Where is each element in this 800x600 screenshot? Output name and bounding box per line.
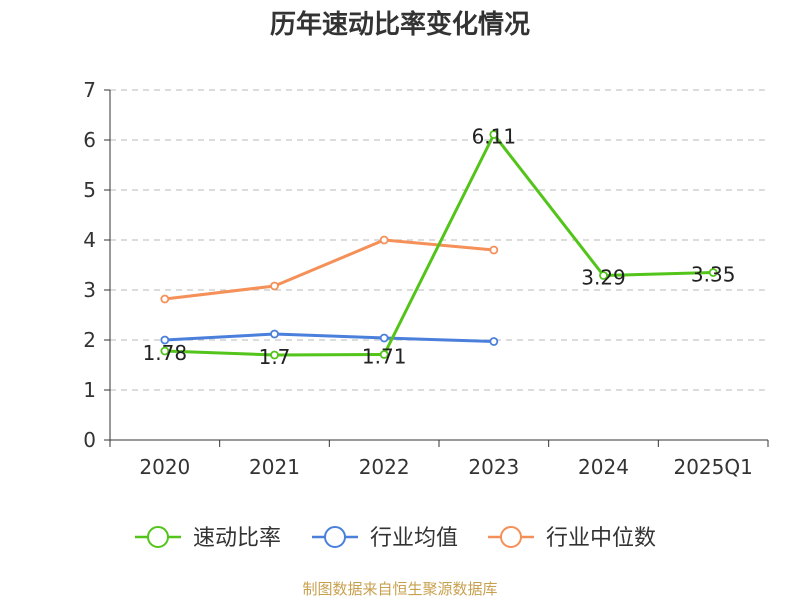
legend-marker xyxy=(147,526,169,548)
data-point xyxy=(489,337,499,346)
data-label: 1.7 xyxy=(259,345,291,369)
x-tick-label: 2020 xyxy=(139,455,190,479)
data-point xyxy=(379,235,389,245)
y-tick-label: 3 xyxy=(83,278,96,302)
y-tick-label: 4 xyxy=(83,228,96,252)
data-point xyxy=(489,245,499,255)
legend-label: 行业中位数 xyxy=(546,526,656,551)
series-line xyxy=(164,332,494,343)
series-line xyxy=(164,133,714,357)
data-point xyxy=(489,130,499,139)
data-point xyxy=(160,294,170,304)
x-tick-label: 2023 xyxy=(468,455,519,479)
data-point xyxy=(270,281,279,291)
data-point xyxy=(160,335,170,345)
legend-label: 速动比率 xyxy=(193,526,281,551)
x-tick-label: 2025Q1 xyxy=(673,455,752,479)
legend-marker xyxy=(324,526,346,548)
data-point xyxy=(708,268,718,277)
x-tick-label: 2024 xyxy=(578,455,629,479)
data-point xyxy=(270,350,279,360)
y-tick-label: 0 xyxy=(83,428,96,452)
chart-title: 历年速动比率变化情况 xyxy=(269,10,530,40)
x-tick-label: 2021 xyxy=(249,455,300,479)
data-label: 3.35 xyxy=(691,263,736,287)
source-note: 制图数据来自恒生聚源数据库 xyxy=(302,580,498,598)
y-tick-label: 5 xyxy=(83,178,96,202)
data-point xyxy=(160,346,170,356)
data-point xyxy=(270,329,279,339)
y-tick-label: 2 xyxy=(83,328,96,352)
x-tick-label: 2022 xyxy=(359,455,410,479)
y-tick-label: 6 xyxy=(83,128,96,152)
data-label: 1.71 xyxy=(362,345,407,369)
data-point xyxy=(599,271,608,280)
y-tick-label: 7 xyxy=(83,78,96,102)
data-label: 6.11 xyxy=(472,125,517,149)
data-point xyxy=(379,350,389,359)
data-label: 3.29 xyxy=(581,266,626,290)
legend-label: 行业均值 xyxy=(370,526,458,551)
y-tick-label: 1 xyxy=(83,378,96,402)
data-label: 1.78 xyxy=(143,341,188,365)
data-point xyxy=(379,333,389,343)
legend-marker xyxy=(500,526,522,548)
